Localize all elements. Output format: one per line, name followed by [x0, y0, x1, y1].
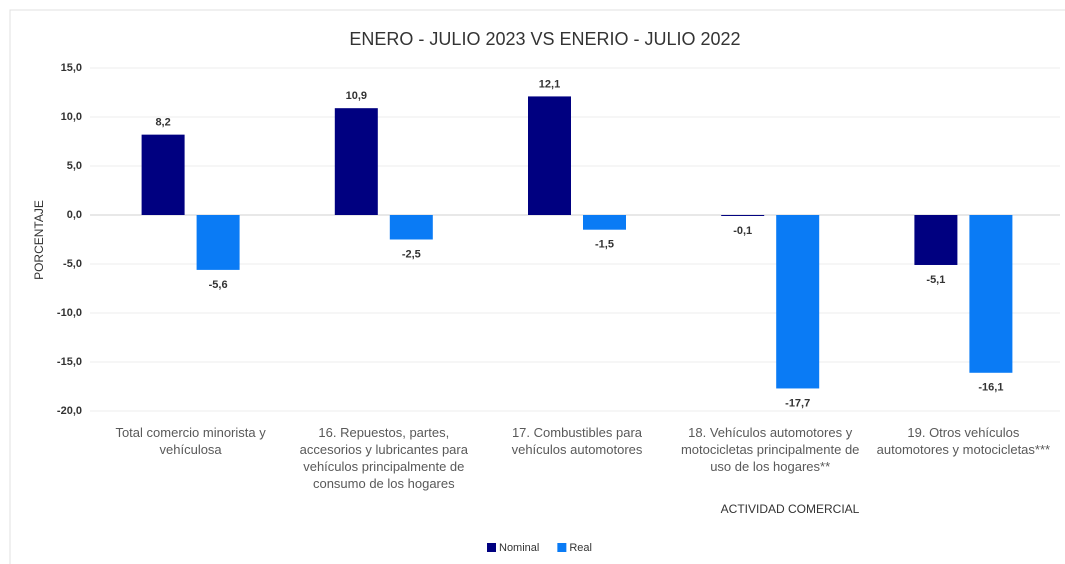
- y-axis-title: PORCENTAJE: [32, 200, 46, 280]
- x-tick-label: 17. Combustibles para vehículos automoto…: [511, 425, 643, 457]
- bar: [334, 108, 378, 215]
- data-label: -5,6: [209, 279, 228, 291]
- y-tick-label: 15,0: [61, 62, 82, 74]
- bar: [389, 215, 433, 240]
- bar: [583, 215, 626, 230]
- y-tick-label: 10,0: [61, 111, 82, 123]
- data-label: 12,1: [539, 78, 560, 90]
- data-label: 8,2: [155, 117, 170, 129]
- legend-swatch: [557, 543, 567, 552]
- x-tick-label: 19. Otros vehículos automotores y motoci…: [876, 425, 1051, 457]
- data-label: -5,1: [926, 274, 945, 286]
- bar: [914, 215, 958, 265]
- x-axis-title: ACTIVIDAD COMERCIAL: [721, 502, 860, 516]
- bar: [969, 215, 1013, 373]
- y-tick-label: -10,0: [57, 307, 82, 319]
- data-label: 10,9: [346, 90, 367, 102]
- data-label: -1,5: [595, 239, 614, 251]
- x-tick-label: 16. Repuestos, partes, accesorios y lubr…: [299, 425, 468, 491]
- chart-title: ENERO - JULIO 2023 VS ENERIO - JULIO 202…: [349, 29, 740, 49]
- bar: [528, 96, 571, 215]
- x-tick-label: Total comercio minorista y vehículosa: [115, 425, 266, 457]
- y-tick-label: -5,0: [63, 258, 82, 270]
- bar: [721, 215, 765, 216]
- data-label: -2,5: [402, 248, 421, 260]
- bar: [776, 215, 820, 389]
- legend-label: Nominal: [499, 542, 539, 554]
- data-label: -0,1: [733, 225, 752, 237]
- y-tick-label: -20,0: [57, 405, 82, 417]
- data-label: -16,1: [978, 382, 1003, 394]
- frame: [9, 9, 1065, 564]
- y-tick-label: 0,0: [67, 209, 82, 221]
- bar: [196, 215, 240, 270]
- y-tick-label: 5,0: [67, 160, 82, 172]
- legend-label: Real: [569, 542, 592, 554]
- x-tick-label: 18. Vehículos automotores y motocicletas…: [680, 425, 860, 474]
- data-label: -17,7: [785, 397, 810, 409]
- bar: [141, 134, 185, 215]
- y-tick-label: -15,0: [57, 356, 82, 368]
- legend-swatch: [487, 543, 496, 552]
